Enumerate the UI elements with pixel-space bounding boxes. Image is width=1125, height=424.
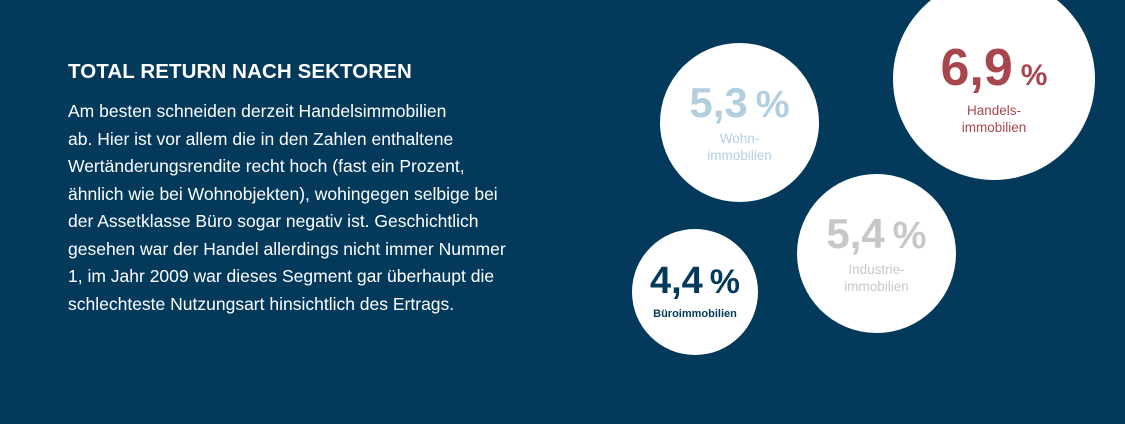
bubble-bueroimmobilien: 4,4% Büroimmobilien — [632, 229, 758, 355]
value-number: 5,3 — [689, 78, 748, 126]
label-line: Wohn- — [719, 130, 760, 146]
bubble-industrieimmobilien: 5,4% Industrie- immobilien — [797, 174, 956, 333]
bubble-handelsimmobilien: 6,9% Handels- immobilien — [893, 0, 1095, 180]
label-line: immobilien — [707, 147, 772, 163]
paragraph-line: gesehen war der Handel allerdings nicht … — [68, 238, 506, 259]
bubble-wohnimmobilien: 5,3% Wohn- immobilien — [660, 43, 819, 202]
bubble-label: Büroimmobilien — [653, 307, 737, 320]
value-number: 6,9 — [940, 39, 1013, 97]
paragraph-line: ab. Hier ist vor allem die in den Zahlen… — [68, 128, 454, 149]
paragraph-line: Wertänderungsrendite recht hoch (fast ei… — [68, 156, 465, 176]
paragraph-line: 1, im Jahr 2009 war dieses Segment gar ü… — [68, 266, 495, 286]
label-line: Handels- — [966, 103, 1022, 118]
percent-sign: % — [1020, 59, 1048, 92]
bubble-value: 5,3% — [689, 78, 790, 126]
bubble-value: 4,4% — [650, 262, 740, 300]
bubble-value: 6,9% — [941, 42, 1048, 94]
paragraph-line: ähnlich wie bei Wohnobjekten), wohingege… — [68, 183, 498, 204]
paragraph-line: der Assetklasse Büro sogar negativ ist. … — [68, 211, 479, 231]
percent-sign: % — [709, 262, 741, 301]
bubble-label: Wohn- immobilien — [707, 130, 772, 164]
bubble-value: 5,4% — [826, 209, 927, 257]
body-paragraph: Am besten schneiden derzeit Handelsimmob… — [68, 98, 588, 318]
article-text-block: TOTAL RETURN NACH SEKTOREN Am besten sch… — [68, 58, 588, 318]
value-number: 5,4 — [826, 209, 885, 257]
percent-sign: % — [892, 214, 927, 257]
bubble-label: Industrie- immobilien — [844, 261, 909, 295]
label-line: immobilien — [844, 278, 909, 294]
label-line: Industrie- — [848, 261, 905, 277]
paragraph-line: schlechteste Nutzungsart hinsichtlich de… — [68, 293, 455, 314]
percent-sign: % — [755, 83, 790, 126]
paragraph-line: Am besten schneiden derzeit Handelsimmob… — [68, 101, 447, 121]
value-number: 4,4 — [649, 259, 703, 302]
bubble-label: Handels- immobilien — [962, 102, 1027, 136]
label-line: immobilien — [961, 120, 1027, 135]
section-heading: TOTAL RETURN NACH SEKTOREN — [68, 60, 412, 83]
